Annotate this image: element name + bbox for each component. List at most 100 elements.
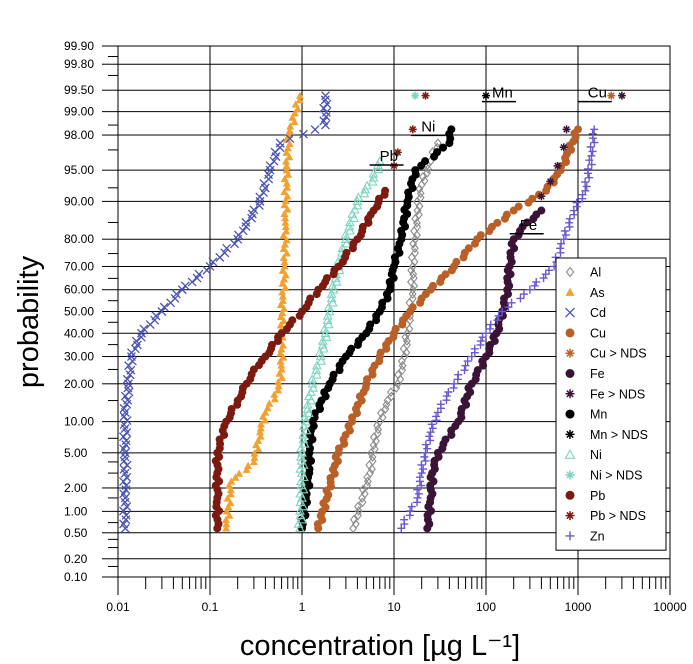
data-point	[222, 524, 231, 532]
legend-label: Cu	[590, 326, 606, 340]
data-point	[261, 416, 270, 424]
data-point	[301, 425, 312, 435]
y-tick-label: 40.00	[64, 326, 94, 340]
series-mn-nds	[482, 91, 490, 100]
data-point	[494, 311, 503, 320]
legend-marker	[565, 287, 575, 296]
data-point	[421, 440, 430, 449]
data-point	[324, 306, 335, 316]
y-tick-label: 95.00	[64, 163, 94, 177]
legend-marker	[564, 449, 576, 459]
data-point	[227, 404, 236, 413]
data-point	[559, 235, 568, 244]
legend-marker	[565, 266, 575, 278]
data-point	[476, 337, 485, 346]
data-point	[426, 436, 435, 445]
data-point	[256, 428, 265, 436]
data-point	[433, 148, 442, 157]
data-point	[121, 436, 131, 446]
data-point	[283, 144, 292, 152]
data-point	[238, 226, 248, 236]
data-point	[139, 324, 149, 334]
data-point	[322, 274, 331, 283]
data-point	[254, 445, 263, 453]
data-point	[224, 503, 233, 511]
data-point	[222, 243, 232, 253]
data-point	[493, 218, 502, 227]
data-point	[401, 332, 410, 343]
data-point	[119, 444, 129, 454]
data-point	[410, 280, 419, 291]
legend-label: Fe	[590, 367, 605, 381]
annotation-label: Pb	[380, 148, 398, 165]
data-point	[381, 186, 390, 195]
legend-label: Cu > NDS	[590, 347, 647, 361]
data-point	[322, 310, 333, 320]
data-point	[349, 204, 360, 214]
data-point	[376, 348, 385, 357]
data-point	[121, 440, 131, 450]
data-point	[574, 125, 582, 134]
data-point	[539, 274, 548, 283]
data-point	[319, 323, 330, 333]
data-point	[327, 297, 338, 307]
data-point	[528, 194, 537, 203]
data-point	[416, 192, 425, 203]
data-point	[263, 403, 272, 412]
data-point	[283, 205, 292, 213]
data-point	[323, 302, 334, 311]
data-point	[277, 361, 286, 369]
data-point	[326, 288, 337, 298]
data-point	[374, 194, 383, 203]
data-point	[354, 501, 362, 512]
data-point	[390, 161, 398, 170]
data-point	[277, 329, 286, 338]
series-fe-nds	[515, 91, 626, 237]
data-point	[280, 187, 289, 196]
data-point	[123, 395, 133, 405]
data-point	[319, 116, 329, 126]
data-point	[532, 277, 541, 286]
data-point	[363, 375, 372, 384]
data-point	[383, 395, 392, 406]
data-point	[322, 315, 333, 324]
data-point	[421, 91, 430, 100]
data-point	[342, 248, 351, 257]
data-point	[250, 449, 259, 457]
legend-label: Ni	[590, 448, 602, 462]
data-point	[559, 143, 568, 152]
data-point	[244, 461, 253, 470]
annotation-label: Ni	[421, 118, 435, 135]
series-annotations: Mn Cu Ni Pb Fe	[369, 85, 612, 235]
y-tick-labels: 0.10 0.20 0.50 1.00 2.00 5.00 10.00 20.00 30.00 4…	[64, 39, 94, 584]
data-point	[276, 312, 285, 321]
data-point	[282, 179, 291, 187]
data-point	[442, 392, 451, 401]
data-point	[220, 248, 230, 258]
data-point	[279, 253, 288, 261]
data-point	[504, 303, 513, 312]
y-tick-label: 10.00	[64, 415, 94, 429]
data-point	[295, 497, 306, 507]
data-point	[278, 288, 287, 296]
data-point	[368, 172, 379, 182]
data-point	[515, 228, 524, 237]
data-point	[369, 440, 378, 450]
data-point	[222, 520, 231, 528]
y-tick-label: 2.00	[64, 481, 88, 495]
data-point	[270, 395, 279, 403]
data-point	[278, 308, 287, 317]
data-point	[259, 412, 268, 420]
data-point	[282, 157, 291, 165]
data-point	[121, 481, 131, 491]
data-point	[222, 507, 231, 515]
y-tick-label: 90.00	[64, 194, 94, 208]
data-point	[391, 324, 400, 333]
data-point	[281, 222, 290, 231]
series-cu	[313, 125, 582, 533]
y-tick-label: 5.00	[64, 446, 88, 460]
data-point	[276, 349, 285, 357]
data-point	[561, 231, 570, 240]
data-point	[411, 91, 420, 100]
